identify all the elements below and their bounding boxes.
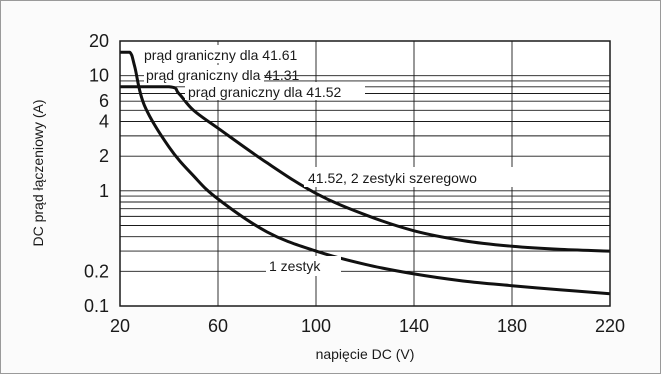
y-tick-label: 0.2 [84, 261, 109, 281]
annotation-41-52: prąd graniczny dla 41.52 [188, 84, 342, 100]
x-tick-label: 60 [208, 316, 228, 336]
grid [120, 41, 610, 306]
series-label-1-zestyk: 1 zestyk [269, 258, 321, 274]
x-tick-label: 140 [399, 316, 429, 336]
y-tick-label: 20 [89, 31, 109, 51]
y-tick-label: 10 [89, 66, 109, 86]
series-line-2 [120, 85, 611, 253]
plot-border [119, 40, 611, 307]
x-tick-label: 220 [595, 316, 625, 336]
series-line-1 [120, 50, 611, 296]
annotation-41-31: prąd graniczny dla 41.31 [146, 67, 300, 83]
series-label-41-52: 41.52, 2 zestyki szeregowo [308, 170, 477, 186]
x-tick-label: 100 [301, 316, 331, 336]
y-tick-label: 0.1 [84, 296, 109, 316]
tick-labels: 20 60 100 140 180 220 20 10 64 2 1 0.2 0.1 [84, 31, 625, 336]
series-label-bg-1 [266, 256, 341, 276]
y-tick-label: 2 [99, 146, 109, 166]
y-tick-label: 6 [99, 91, 109, 111]
x-axis-label: napięcie DC (V) [316, 346, 415, 362]
y-tick-label: 4 [99, 111, 109, 131]
annotations: prąd graniczny dla 41.61 prąd graniczny … [142, 45, 522, 276]
annotation-bg-41-52 [185, 82, 365, 100]
series-label-bg-2 [304, 167, 522, 187]
curves [120, 50, 611, 296]
annotation-41-61: prąd graniczny dla 41.61 [144, 47, 298, 63]
x-tick-label: 180 [497, 316, 527, 336]
y-tick-label: 1 [99, 181, 109, 201]
annotation-bg-41-31 [144, 65, 264, 83]
x-tick-label: 20 [110, 316, 130, 336]
y-axis-label: DC prąd łączeniowy (A) [30, 99, 46, 246]
annotation-bg-41-61 [142, 45, 262, 63]
